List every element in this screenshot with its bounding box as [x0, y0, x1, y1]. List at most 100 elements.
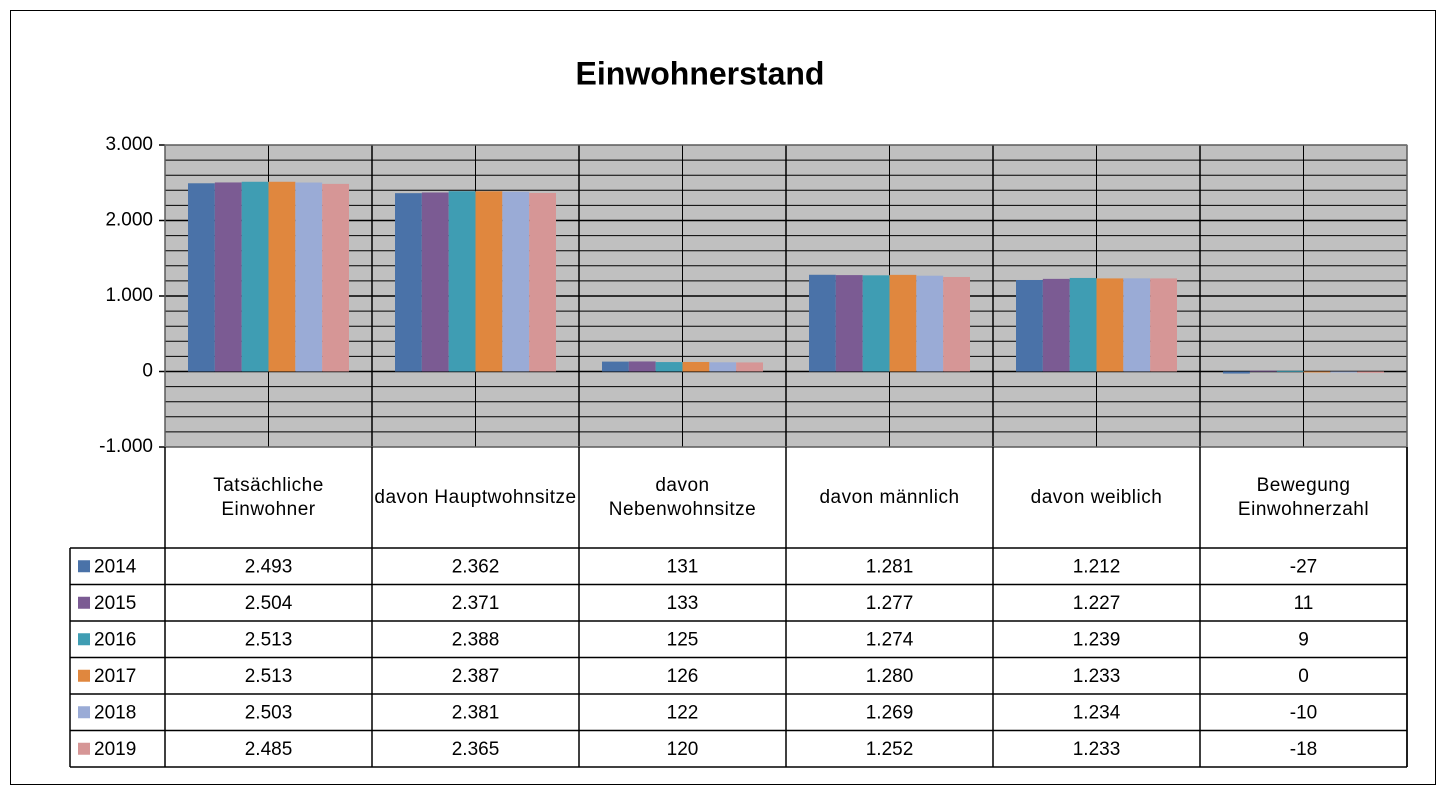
data-table-value: 1.280	[866, 666, 914, 687]
legend-swatch	[78, 633, 90, 646]
category-label: Tatsächliche Einwohner	[213, 474, 324, 520]
bar	[736, 362, 763, 372]
data-table-value: 2.362	[452, 556, 500, 577]
table-header-cell: davon Hauptwohnsitze	[374, 486, 577, 508]
bar	[916, 275, 944, 372]
data-table-value: 11	[1294, 593, 1314, 614]
data-table-value: 1.233	[1073, 739, 1121, 760]
data-table-value: 2.381	[452, 702, 500, 723]
bar	[1223, 371, 1250, 374]
y-tick-label: 1.000	[105, 285, 153, 306]
data-table-value: 1.227	[1073, 593, 1121, 614]
data-table-value: 1.269	[866, 702, 914, 723]
bar	[1069, 277, 1097, 372]
chart-title: Einwohnerstand	[576, 55, 825, 91]
data-table-value: 2.485	[245, 739, 293, 760]
bar	[421, 192, 449, 372]
bar	[322, 183, 349, 372]
data-table-value: -18	[1290, 739, 1317, 760]
bar	[1150, 278, 1177, 372]
bar	[1249, 370, 1277, 372]
data-table-value: 122	[667, 702, 699, 723]
legend-swatch	[78, 742, 90, 755]
category-label: davon Nebenwohnsitze	[608, 474, 757, 520]
table-header-cell: davon weiblich	[1030, 486, 1163, 508]
bar	[682, 361, 710, 372]
data-table-value: 1.252	[866, 739, 914, 760]
bar	[709, 362, 737, 372]
legend-label: 2018	[94, 702, 136, 723]
category-label: davon weiblich	[1030, 486, 1163, 508]
data-table-value: 2.388	[452, 629, 500, 650]
bar	[1016, 279, 1043, 372]
bar	[214, 182, 242, 372]
data-table-value: 120	[667, 739, 699, 760]
data-table-value: 131	[667, 556, 699, 577]
category-label: Bewegung Einwohnerzahl	[1237, 474, 1370, 520]
data-table-value: 1.277	[866, 593, 914, 614]
y-tick-label: 0	[142, 361, 153, 382]
legend-label: 2017	[94, 666, 136, 687]
data-table-value: 2.503	[245, 702, 293, 723]
category-label: davon männlich	[819, 486, 960, 508]
bar	[241, 181, 269, 372]
y-tick-label: -1.000	[99, 436, 153, 457]
legend-swatch	[78, 706, 90, 719]
bar	[835, 275, 863, 372]
data-table-value: 126	[667, 666, 699, 687]
data-table-value: -10	[1290, 702, 1317, 723]
category-label: davon Hauptwohnsitze	[374, 486, 577, 508]
bar	[395, 193, 422, 372]
legend-label: 2015	[94, 593, 136, 614]
bar	[1330, 371, 1358, 373]
bar	[889, 274, 917, 372]
bar	[475, 191, 503, 372]
data-table-value: 133	[667, 593, 699, 614]
legend-label: 2016	[94, 629, 136, 650]
data-table-value: 2.387	[452, 666, 500, 687]
bar	[295, 182, 323, 372]
bar	[943, 276, 970, 372]
bar	[602, 361, 629, 372]
data-table-value: 0	[1298, 666, 1309, 687]
data-table-value: 2.513	[245, 629, 293, 650]
legend-swatch	[78, 560, 90, 573]
data-table-value: 1.274	[866, 629, 914, 650]
bar	[1042, 278, 1070, 372]
data-table-value: 2.365	[452, 739, 500, 760]
bar	[809, 274, 836, 372]
data-table-value: 9	[1298, 629, 1309, 650]
bar	[862, 275, 890, 372]
table-header-cell: Tatsächliche Einwohner	[213, 474, 324, 520]
data-table-value: 2.504	[245, 593, 293, 614]
legend-label: 2014	[94, 556, 137, 577]
bar	[268, 181, 296, 372]
bar	[188, 183, 215, 372]
legend-swatch	[78, 596, 90, 609]
data-table-value: -27	[1290, 556, 1317, 577]
bar	[1303, 371, 1331, 373]
data-table-value: 1.233	[1073, 666, 1121, 687]
data-table-value: 1.212	[1073, 556, 1121, 577]
bar	[628, 361, 656, 372]
data-table-value: 1.234	[1073, 702, 1121, 723]
bar	[502, 191, 530, 372]
bar	[655, 362, 683, 372]
legend-swatch	[78, 669, 90, 682]
data-table-value: 2.371	[452, 593, 500, 614]
table-header-cell: davon männlich	[819, 486, 960, 508]
bar	[1096, 278, 1124, 372]
y-tick-label: 3.000	[105, 134, 153, 155]
table-header-cell: Bewegung Einwohnerzahl	[1237, 474, 1370, 520]
bar	[529, 192, 556, 372]
y-tick-label: 2.000	[105, 210, 153, 231]
table-header-cell: davon Nebenwohnsitze	[608, 474, 757, 520]
bar	[1123, 278, 1151, 372]
bar	[1357, 371, 1384, 373]
bar	[1276, 370, 1304, 372]
data-table-value: 1.281	[866, 556, 914, 577]
data-table-value: 2.513	[245, 666, 293, 687]
data-table-value: 1.239	[1073, 629, 1121, 650]
bar	[448, 191, 476, 372]
